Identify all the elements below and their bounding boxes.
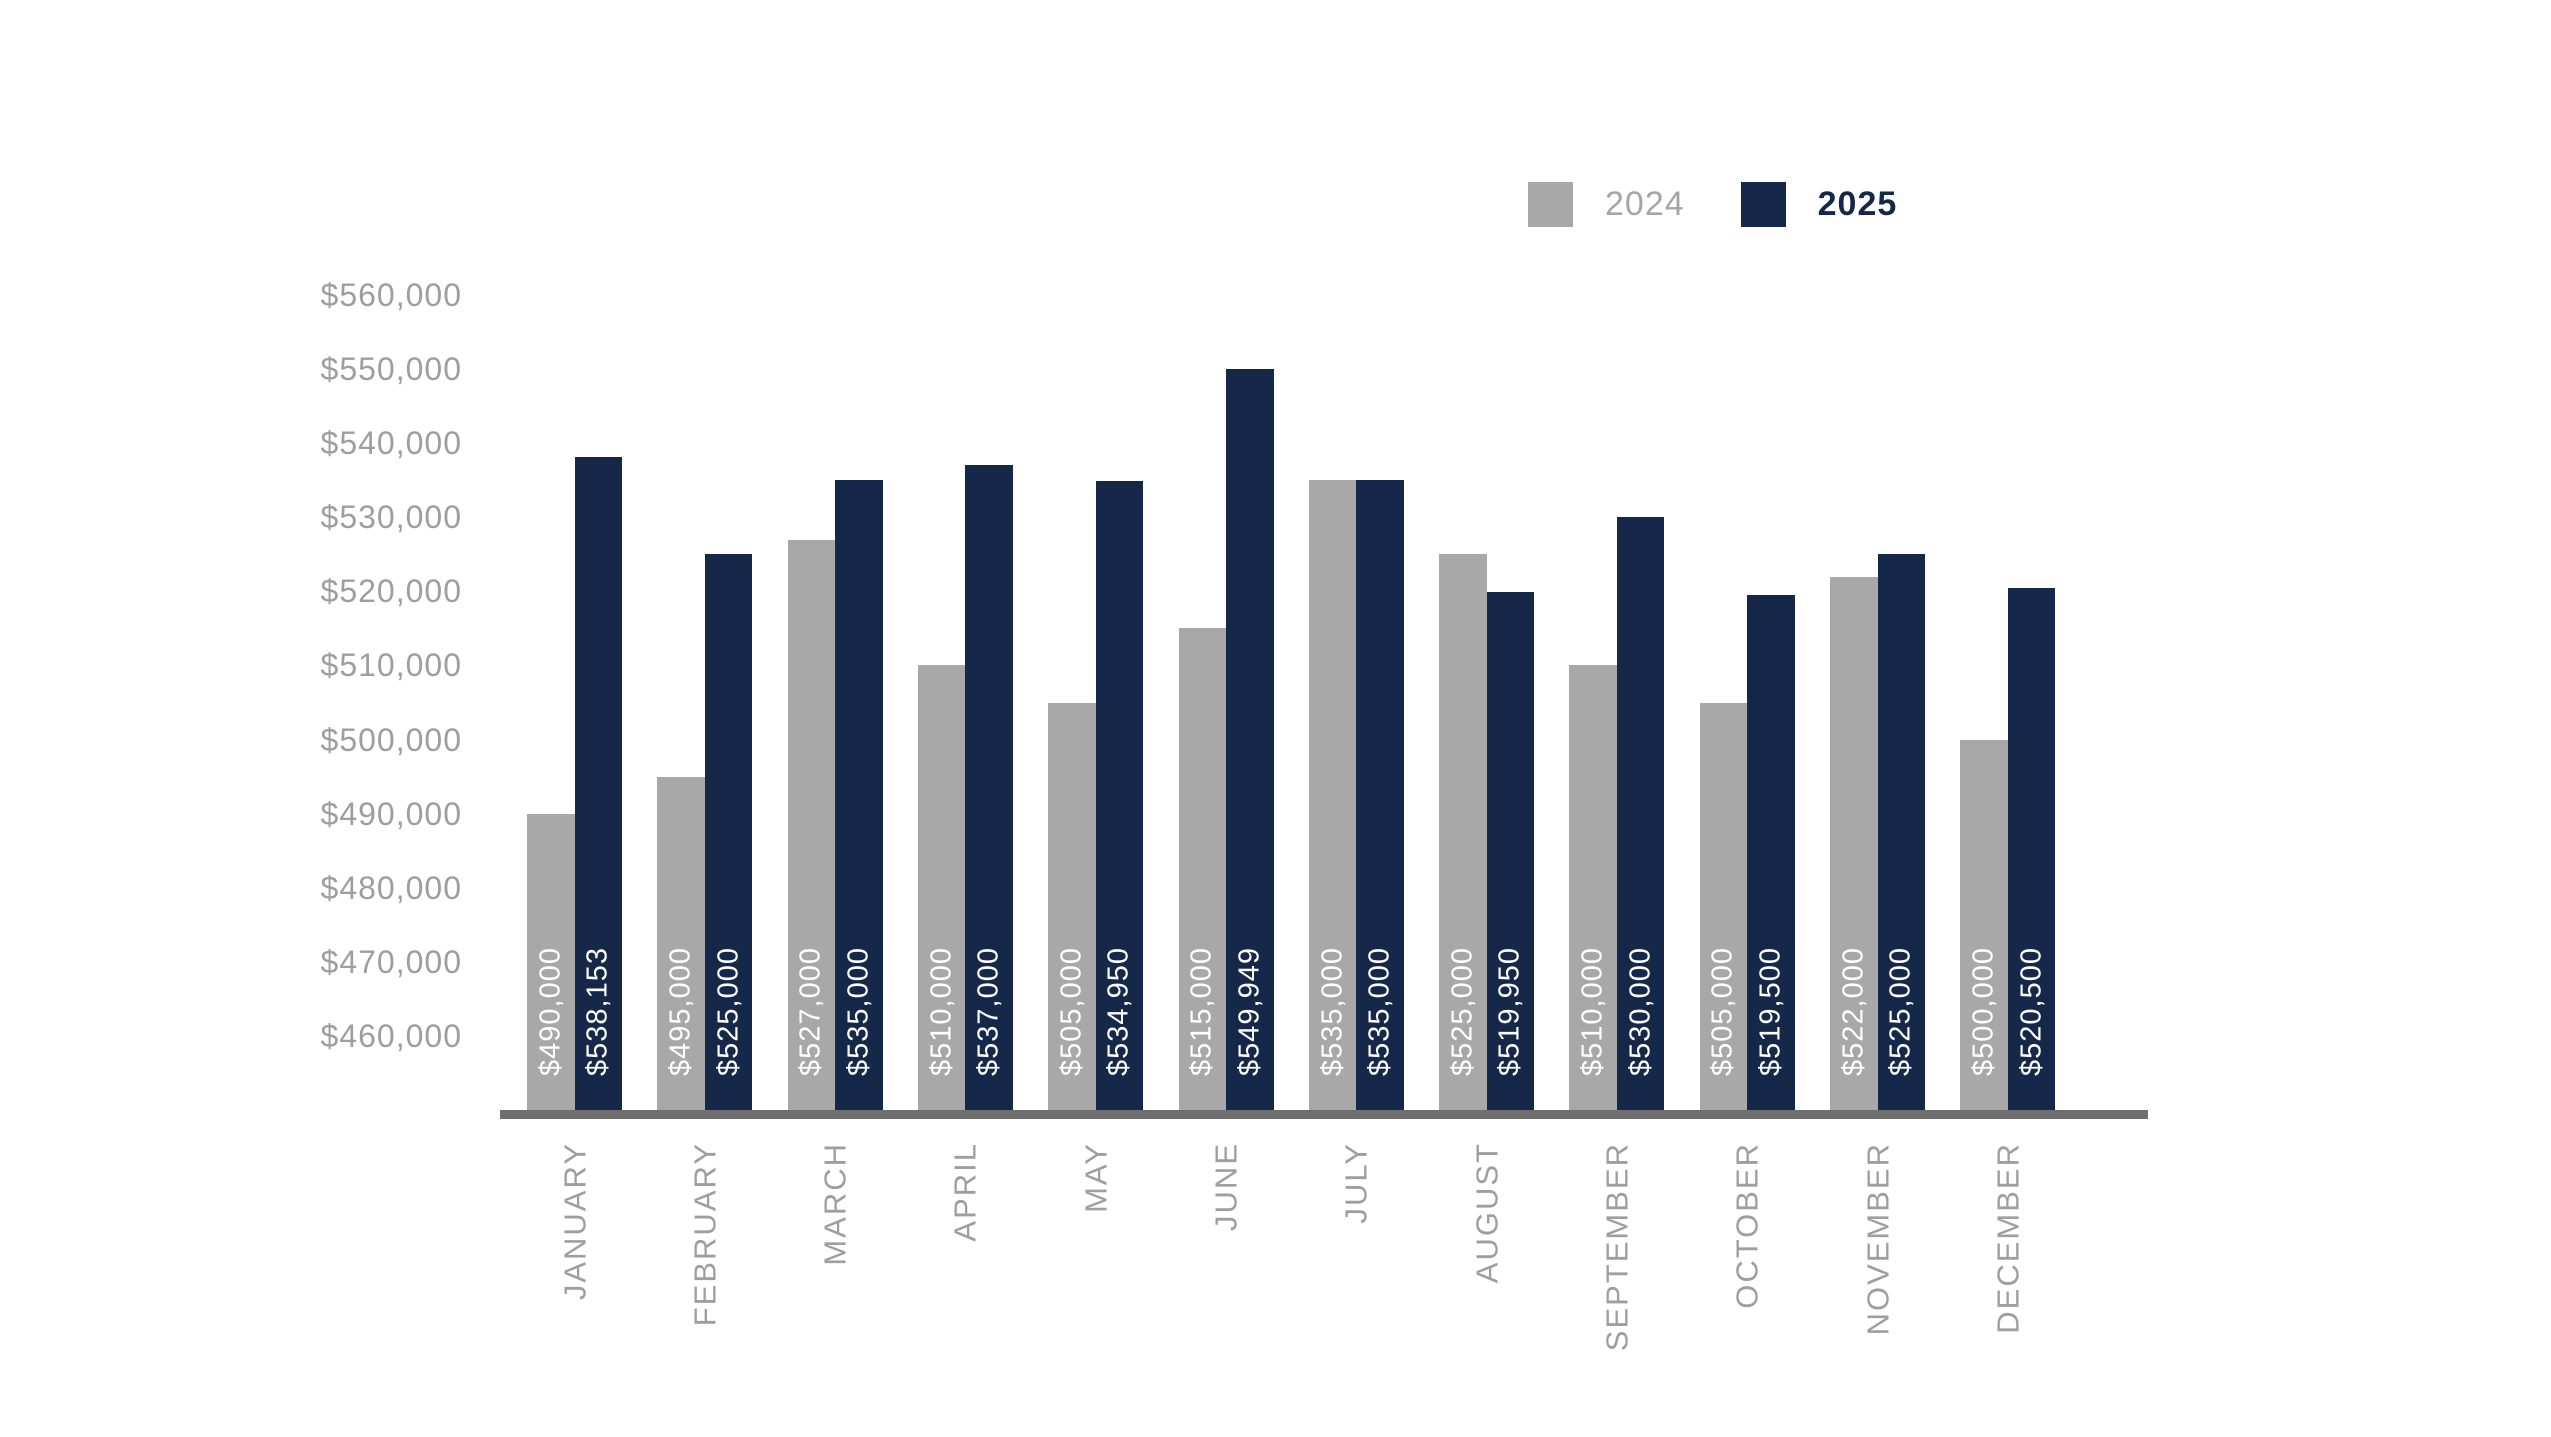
bar-value-label: $522,000 xyxy=(1837,947,1870,1076)
bar-2024-december: $500,000 xyxy=(1960,739,2008,1110)
bar-value-label: $530,000 xyxy=(1624,947,1657,1076)
x-axis-label-february: FEBRUARY xyxy=(687,1142,723,1327)
x-axis-label-november: NOVEMBER xyxy=(1860,1142,1895,1336)
bar-2024-april: $510,000 xyxy=(917,665,966,1110)
bar-value-label: $538,153 xyxy=(581,947,614,1076)
legend-label: 2025 xyxy=(1817,185,1898,223)
bar-2024-september: $510,000 xyxy=(1569,665,1617,1110)
legend-label: 2024 xyxy=(1605,185,1685,223)
legend-item-2024: 2024 xyxy=(1528,182,1685,227)
x-axis-label-march: MARCH xyxy=(817,1142,853,1266)
x-axis-label-july: JULY xyxy=(1338,1142,1374,1224)
y-tick-label: $520,000 xyxy=(320,573,462,610)
chart-legend: 2024 2025 xyxy=(1528,182,1897,227)
bar-2025-december: $520,500 xyxy=(2007,587,2056,1110)
bar-value-label: $525,000 xyxy=(712,947,745,1076)
y-tick-label: $550,000 xyxy=(320,351,462,388)
x-axis-label-january: JANUARY xyxy=(557,1142,592,1301)
bar-value-label: $520,500 xyxy=(2015,947,2048,1076)
y-tick-label: $490,000 xyxy=(320,795,462,832)
bar-value-label: $537,000 xyxy=(972,947,1005,1076)
bar-value-label: $519,500 xyxy=(1754,947,1787,1076)
bar-2025-june: $549,949 xyxy=(1226,369,1274,1110)
legend-item-2025: 2025 xyxy=(1740,182,1898,227)
bar-value-label: $525,000 xyxy=(1884,947,1917,1076)
bar-2025-july: $535,000 xyxy=(1356,480,1404,1110)
y-tick-label: $500,000 xyxy=(320,721,462,758)
x-axis-label-october: OCTOBER xyxy=(1729,1142,1765,1309)
x-axis-line xyxy=(500,1110,2148,1119)
bar-value-label: $490,000 xyxy=(534,947,567,1076)
y-tick-label: $510,000 xyxy=(320,647,462,684)
x-axis-label-may: MAY xyxy=(1078,1142,1114,1213)
x-axis-label-april: APRIL xyxy=(947,1142,983,1242)
bar-value-label: $525,000 xyxy=(1446,947,1479,1076)
bar-value-label: $510,000 xyxy=(925,947,958,1076)
bar-value-label: $519,950 xyxy=(1493,947,1526,1076)
bar-value-label: $505,000 xyxy=(1706,947,1739,1076)
bar-2024-june: $515,000 xyxy=(1178,628,1226,1110)
bar-value-label: $535,000 xyxy=(1363,947,1396,1076)
bar-value-label: $510,000 xyxy=(1576,947,1609,1076)
y-tick-label: $540,000 xyxy=(320,425,462,462)
bar-2025-november: $525,000 xyxy=(1877,554,1925,1110)
x-axis-label-august: AUGUST xyxy=(1469,1142,1505,1284)
legend-swatch-icon xyxy=(1740,182,1786,227)
bar-value-label: $500,000 xyxy=(1967,947,2000,1076)
bar-value-label: $535,000 xyxy=(842,947,875,1076)
bar-value-label: $505,000 xyxy=(1055,947,1088,1076)
y-tick-label: $470,000 xyxy=(320,943,462,980)
bar-2024-november: $522,000 xyxy=(1830,576,1878,1110)
bar-value-label: $535,000 xyxy=(1316,947,1349,1076)
bar-2025-march: $535,000 xyxy=(835,480,883,1110)
x-axis-label-june: JUNE xyxy=(1208,1142,1244,1231)
legend-swatch-icon xyxy=(1528,182,1573,227)
bar-2025-april: $537,000 xyxy=(965,465,1013,1110)
bar-value-label: $527,000 xyxy=(794,947,827,1076)
bar-2024-march: $527,000 xyxy=(787,539,836,1110)
bar-2024-july: $535,000 xyxy=(1308,480,1357,1110)
bar-2024-january: $490,000 xyxy=(527,813,575,1110)
y-tick-label: $530,000 xyxy=(320,499,462,536)
bar-2024-may: $505,000 xyxy=(1048,702,1096,1110)
bar-2024-october: $505,000 xyxy=(1699,702,1748,1110)
bar-value-label: $515,000 xyxy=(1185,947,1218,1076)
bar-2025-january: $538,153 xyxy=(574,456,622,1110)
bar-2025-october: $519,500 xyxy=(1747,595,1795,1110)
y-tick-label: $460,000 xyxy=(320,1017,462,1054)
bar-2025-may: $534,950 xyxy=(1095,480,1144,1110)
bar-2024-august: $525,000 xyxy=(1439,554,1487,1110)
x-axis-label-december: DECEMBER xyxy=(1990,1142,2026,1334)
y-tick-label: $560,000 xyxy=(320,277,462,313)
bar-value-label: $534,950 xyxy=(1102,947,1135,1076)
bar-value-label: $495,000 xyxy=(664,947,697,1076)
x-axis-label-september: SEPTEMBER xyxy=(1599,1142,1635,1352)
bar-2024-february: $495,000 xyxy=(657,776,705,1110)
bar-2025-september: $530,000 xyxy=(1616,517,1665,1110)
bar-2025-february: $525,000 xyxy=(704,554,753,1110)
y-tick-label: $480,000 xyxy=(320,869,462,906)
bar-2025-august: $519,950 xyxy=(1486,591,1535,1110)
bar-value-label: $549,949 xyxy=(1233,947,1266,1076)
